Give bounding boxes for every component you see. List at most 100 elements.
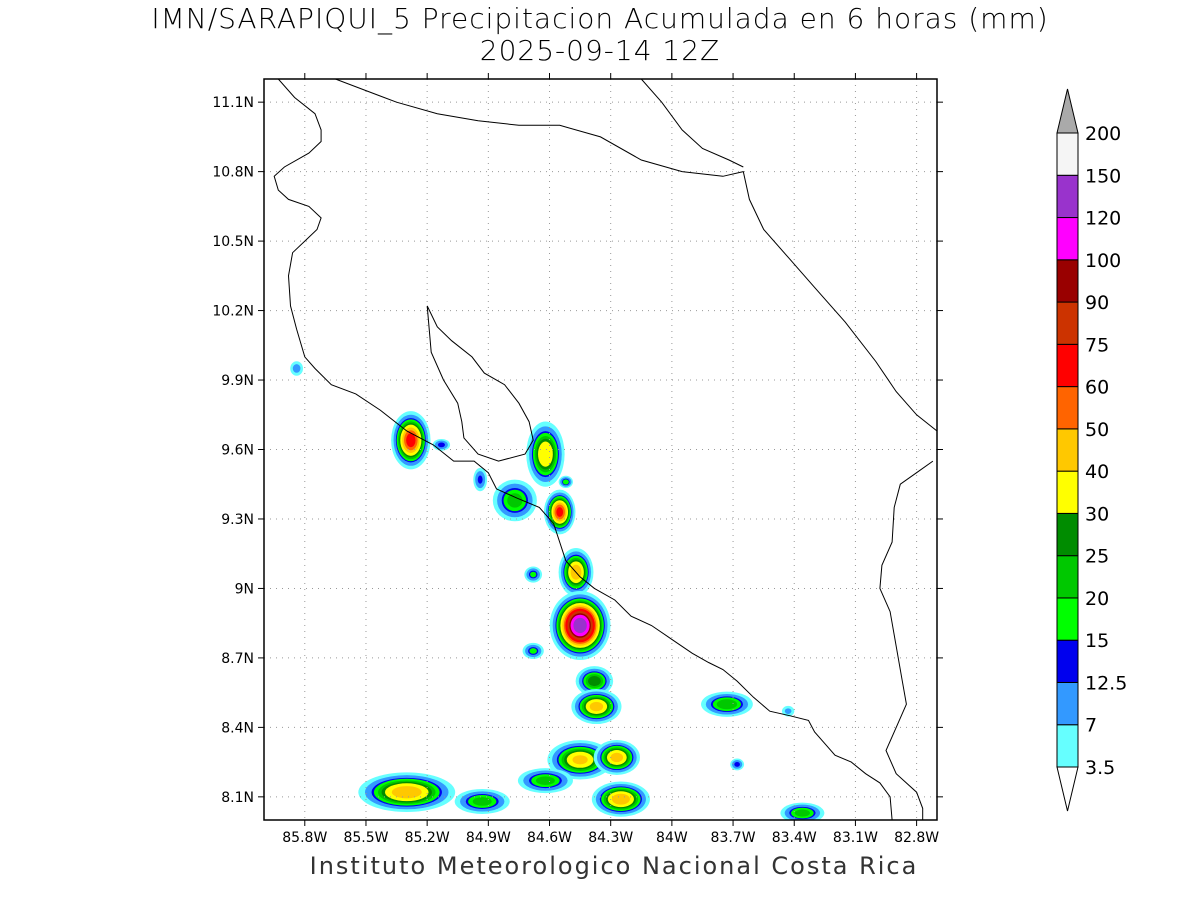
colorbar-swatch xyxy=(1056,681,1079,726)
colorbar-label: 40 xyxy=(1085,461,1109,483)
rain-contour xyxy=(610,752,624,763)
colorbar-label: 20 xyxy=(1085,588,1109,610)
colorbar-swatch xyxy=(1056,217,1079,261)
colorbar-label: 7 xyxy=(1085,715,1097,737)
colorbar-swatch xyxy=(1056,259,1079,303)
colorbar-label: 3.5 xyxy=(1085,757,1115,779)
lon-tick-label: 84.9W xyxy=(466,830,511,846)
rain-contour xyxy=(406,433,416,448)
colorbar-swatch xyxy=(1056,639,1079,683)
lon-tick-label: 84.6W xyxy=(527,830,572,846)
rain-contour xyxy=(588,676,601,687)
colorbar-swatch xyxy=(1056,724,1079,768)
colorbar-label: 15 xyxy=(1085,630,1109,652)
colorbar-label: 12.5 xyxy=(1085,672,1127,694)
colorbar-swatch xyxy=(1056,132,1079,176)
rain-cell xyxy=(593,739,640,776)
colorbar-label: 30 xyxy=(1085,503,1109,525)
lat-tick-label: 10.5N xyxy=(212,234,254,250)
rain-cell xyxy=(591,781,650,817)
lat-tick-label: 9N xyxy=(235,581,254,597)
lat-tick-label: 8.4N xyxy=(221,720,254,736)
lat-tick-label: 11.1N xyxy=(212,95,254,111)
coastline xyxy=(273,79,893,820)
rain-contour xyxy=(292,364,301,373)
coastlines xyxy=(273,79,937,820)
rain-cell xyxy=(290,361,304,376)
rain-cell xyxy=(571,689,622,725)
colorbar-swatch xyxy=(1056,343,1079,388)
rain-cell xyxy=(432,438,451,451)
coastline xyxy=(426,305,534,462)
rain-cell xyxy=(781,705,795,717)
colorbar-swatch xyxy=(1056,597,1079,641)
rain-contour xyxy=(477,475,483,484)
rain-cell xyxy=(558,475,574,489)
coastline xyxy=(640,79,744,168)
rain-contour xyxy=(538,441,553,467)
lat-tick-label: 9.9N xyxy=(221,373,254,389)
rain-cell xyxy=(517,768,573,794)
lon-tick-label: 84W xyxy=(656,830,688,846)
colorbar-label: 200 xyxy=(1085,123,1121,145)
rain-contour xyxy=(572,755,588,765)
colorbar-swatch xyxy=(1056,512,1079,557)
colorbar-label: 60 xyxy=(1085,377,1109,399)
rain-contour xyxy=(391,786,422,799)
lat-tick-label: 10.8N xyxy=(212,165,254,181)
lon-tick-label: 83.7W xyxy=(711,830,756,846)
lon-tick-label: 85.8W xyxy=(282,830,327,846)
rain-contour xyxy=(573,617,587,634)
rain-contour xyxy=(472,797,492,806)
lon-tick-label: 82.8W xyxy=(894,830,939,846)
rain-contour xyxy=(734,762,740,767)
colorbar-label: 90 xyxy=(1085,292,1109,314)
lat-tick-label: 9.3N xyxy=(221,512,254,528)
map-axes: 11.1N 10.8N 10.5N 10.2N 9.9N 9.6N 9.3N 9N 8.7N 8.… xyxy=(212,73,943,846)
coastline xyxy=(335,79,937,432)
colorbar-swatch xyxy=(1056,386,1079,430)
footer-credit: Instituto Meteorologico Nacional Costa R… xyxy=(309,852,919,880)
rain-cell xyxy=(780,802,825,820)
rain-contour xyxy=(611,793,630,805)
rain-contour xyxy=(529,648,537,654)
colorbar-label: 75 xyxy=(1085,334,1109,356)
colorbar: 3.5 7 12.5 15 20 25 30 40 50 60 75 90 100 120 150 200 xyxy=(1056,88,1127,812)
chart-title: IMN/SARAPIQUI_5 Precipitacion Acumulada … xyxy=(151,2,1049,35)
rain-cell xyxy=(454,788,510,814)
precipitation-field xyxy=(290,361,825,820)
rain-contour xyxy=(794,809,810,817)
colorbar-label: 25 xyxy=(1085,546,1109,568)
rain-cell xyxy=(543,489,576,535)
lat-tick-label: 9.6N xyxy=(221,443,254,459)
colorbar-label: 100 xyxy=(1085,250,1121,272)
colorbar-over-triangle xyxy=(1056,88,1079,134)
rain-contour xyxy=(556,507,564,517)
rain-contour xyxy=(507,493,523,508)
map-gridlines xyxy=(264,79,937,820)
rain-cell xyxy=(547,740,613,780)
rain-cell xyxy=(522,642,544,660)
rain-cell xyxy=(575,666,614,696)
lon-tick-label: 85.2W xyxy=(405,830,450,846)
coastline xyxy=(879,460,934,820)
colorbar-swatch xyxy=(1056,470,1079,514)
rain-cell xyxy=(473,467,488,492)
lon-tick-label: 85.5W xyxy=(343,830,388,846)
colorbar-swatch xyxy=(1056,428,1079,472)
lat-tick-label: 10.2N xyxy=(212,304,254,320)
colorbar-label: 50 xyxy=(1085,419,1109,441)
rain-contour xyxy=(589,701,604,712)
rain-cell xyxy=(358,772,456,813)
lat-tick-label: 8.1N xyxy=(221,790,254,806)
rain-cell xyxy=(549,590,611,661)
colorbar-label: 120 xyxy=(1085,208,1121,230)
rain-contour xyxy=(530,571,537,578)
rain-cell xyxy=(730,758,745,771)
colorbar-swatch xyxy=(1056,174,1079,219)
rain-cell xyxy=(492,479,537,522)
rain-cell xyxy=(701,691,753,717)
lon-tick-label: 84.3W xyxy=(588,830,633,846)
rain-contour xyxy=(535,776,555,785)
